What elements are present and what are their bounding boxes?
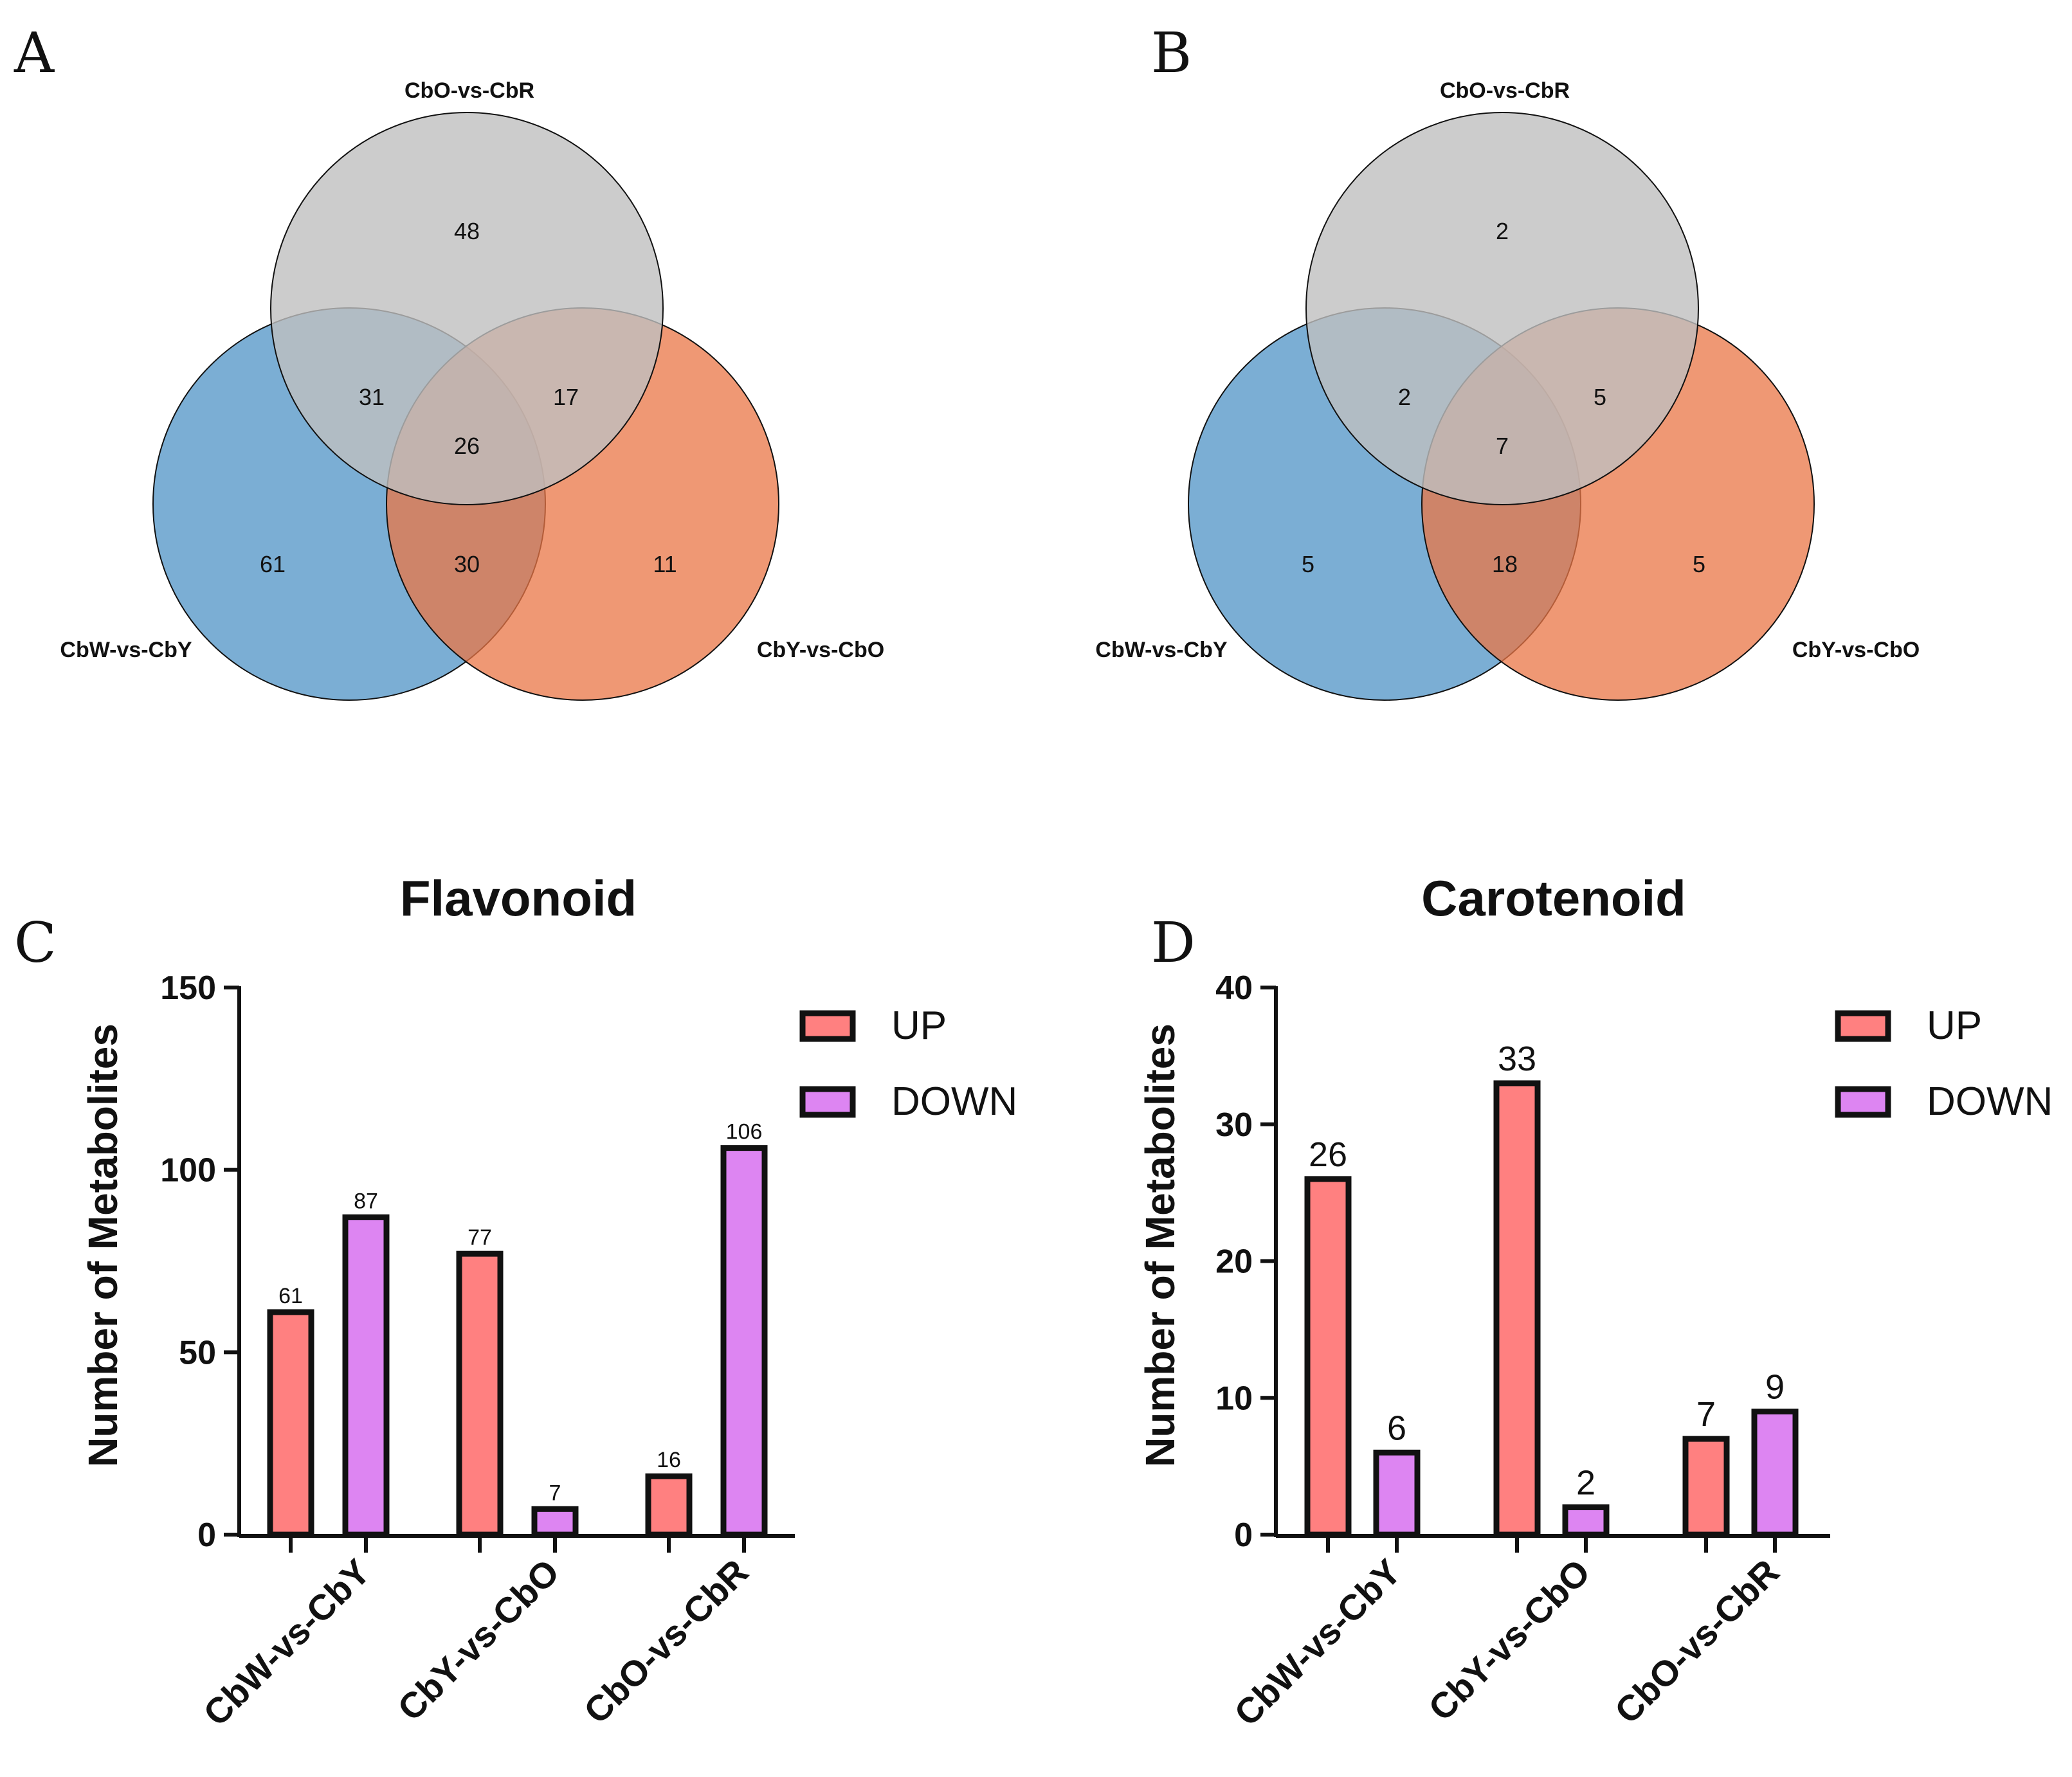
venn-b-count-top-only: 2 <box>1496 218 1509 244</box>
legend-label-down-c: DOWN <box>891 1079 1017 1124</box>
venn-b-count-all: 7 <box>1496 433 1509 459</box>
venn-a-circle-cbo-cbr <box>270 112 664 505</box>
venn-a-label-cby-cbo: CbY-vs-CbO <box>757 638 884 662</box>
bar-down-c <box>531 1506 579 1538</box>
legend-label-down-d: DOWN <box>1927 1079 2053 1124</box>
y-tick-label-d: 20 <box>1215 1243 1253 1281</box>
x-category-label-d: CbW-vs-CbY <box>1226 1551 1409 1734</box>
chart-title-carotenoid: Carotenoid <box>1421 870 1686 926</box>
venn-a-label-cbo-cbr: CbO-vs-CbR <box>404 78 534 103</box>
venn-a-label-cbw-cby: CbW-vs-CbY <box>60 638 192 662</box>
bar-up-d <box>1304 1176 1352 1538</box>
venn-a-count-top-only: 48 <box>454 218 480 244</box>
bar-up-c <box>456 1250 504 1538</box>
plot-area-c: 0501001506187CbW-vs-CbY777CbY-vs-CbO1610… <box>160 970 1017 1733</box>
venn-a-count-left-right: 30 <box>454 551 480 577</box>
bar-panel-c: C Flavonoid Number of Metabolites 0 50 100… <box>14 870 1017 1733</box>
venn-b-count-right-only: 5 <box>1693 551 1705 577</box>
x-category-label-c: CbW-vs-CbY <box>195 1551 378 1734</box>
bar-down-d <box>1562 1504 1610 1538</box>
chart-title-flavonoid: Flavonoid <box>400 870 637 926</box>
y-axis-title-c: Number of Metabolites <box>80 1024 126 1467</box>
y-tick-label-d: 40 <box>1215 970 1253 1007</box>
y-tick-label-c: 0 <box>197 1517 216 1554</box>
venn-b-count-left-only: 5 <box>1302 551 1314 577</box>
venn-b-count-top-left: 2 <box>1398 384 1411 410</box>
data-label-c: 87 <box>354 1189 378 1213</box>
legend-swatch-up-d <box>1835 1010 1891 1042</box>
x-category-label-d: CbO-vs-CbR <box>1607 1551 1787 1731</box>
data-label-d: 9 <box>1765 1368 1785 1407</box>
venn-b-count-top-right: 5 <box>1594 384 1606 410</box>
bar-panel-d: D Carotenoid Number of Metabolites 0 10 20… <box>1137 870 2053 1733</box>
data-label-d: 2 <box>1576 1463 1595 1502</box>
panel-letter-c: C <box>14 911 57 975</box>
y-axis-title-d: Number of Metabolites <box>1137 1024 1183 1467</box>
venn-a-count-top-right: 17 <box>553 384 579 410</box>
bar-down-c <box>342 1214 390 1538</box>
bar-up-c <box>645 1473 693 1538</box>
venn-panel-a: A CbO-vs-CbR CbW-vs-CbY CbY-vs-CbO 48 31… <box>14 21 884 701</box>
panel-letter-a: A <box>14 21 55 86</box>
venn-b-label-cby-cbo: CbY-vs-CbO <box>1792 638 1920 662</box>
venn-b-circle-cbo-cbr <box>1305 112 1699 505</box>
data-label-c: 77 <box>468 1225 492 1250</box>
data-label-d: 7 <box>1696 1395 1716 1434</box>
venn-b-count-left-right: 18 <box>1492 551 1518 577</box>
x-category-label-c: CbY-vs-CbO <box>390 1551 567 1729</box>
legend-swatch-down-c <box>799 1086 856 1118</box>
x-category-label-d: CbY-vs-CbO <box>1421 1551 1598 1729</box>
y-tick-label-d: 0 <box>1234 1517 1253 1554</box>
venn-a-count-all: 26 <box>454 433 480 459</box>
legend-label-up-c: UP <box>891 1004 947 1048</box>
venn-b-label-cbo-cbr: CbO-vs-CbR <box>1440 78 1570 103</box>
x-category-label-c: CbO-vs-CbR <box>576 1551 756 1731</box>
y-tick-label-c: 100 <box>160 1152 216 1189</box>
data-label-d: 6 <box>1387 1409 1406 1447</box>
y-tick-label-c: 50 <box>179 1334 216 1371</box>
legend-label-up-d: UP <box>1927 1004 1982 1048</box>
data-label-d: 26 <box>1309 1135 1347 1174</box>
plot-area-d: 0 10 20 30 40 26 6 CbW-vs-CbY 33 2 CbY-vs-CbO 7 9 CbO… <box>1215 970 2053 1733</box>
data-label-d: 33 <box>1498 1040 1536 1078</box>
bar-down-c <box>720 1145 768 1538</box>
bar-up-d <box>1493 1080 1541 1538</box>
bar-up-c <box>267 1309 314 1538</box>
venn-b-label-cbw-cby: CbW-vs-CbY <box>1095 638 1228 662</box>
venn-a-count-right-only: 11 <box>653 551 677 577</box>
legend-swatch-up-c <box>799 1010 856 1042</box>
venn-panel-b: B CbO-vs-CbR CbW-vs-CbY CbY-vs-CbO 2 2 5… <box>1095 21 1920 701</box>
data-label-c: 7 <box>549 1481 561 1505</box>
y-tick-label-c: 150 <box>160 970 216 1007</box>
panel-letter-d: D <box>1151 911 1195 975</box>
venn-a-count-top-left: 31 <box>359 384 385 410</box>
bar-down-d <box>1751 1409 1799 1538</box>
data-label-c: 61 <box>278 1284 303 1308</box>
bar-down-d <box>1373 1449 1421 1538</box>
legend-swatch-down-d <box>1835 1086 1891 1118</box>
venn-a-count-left-only: 61 <box>260 551 286 577</box>
panel-letter-b: B <box>1151 21 1192 86</box>
data-label-c: 16 <box>657 1448 681 1472</box>
y-tick-label-d: 10 <box>1215 1380 1253 1417</box>
bar-up-d <box>1682 1436 1730 1538</box>
data-label-c: 106 <box>726 1120 763 1144</box>
y-tick-label-d: 30 <box>1215 1106 1253 1144</box>
